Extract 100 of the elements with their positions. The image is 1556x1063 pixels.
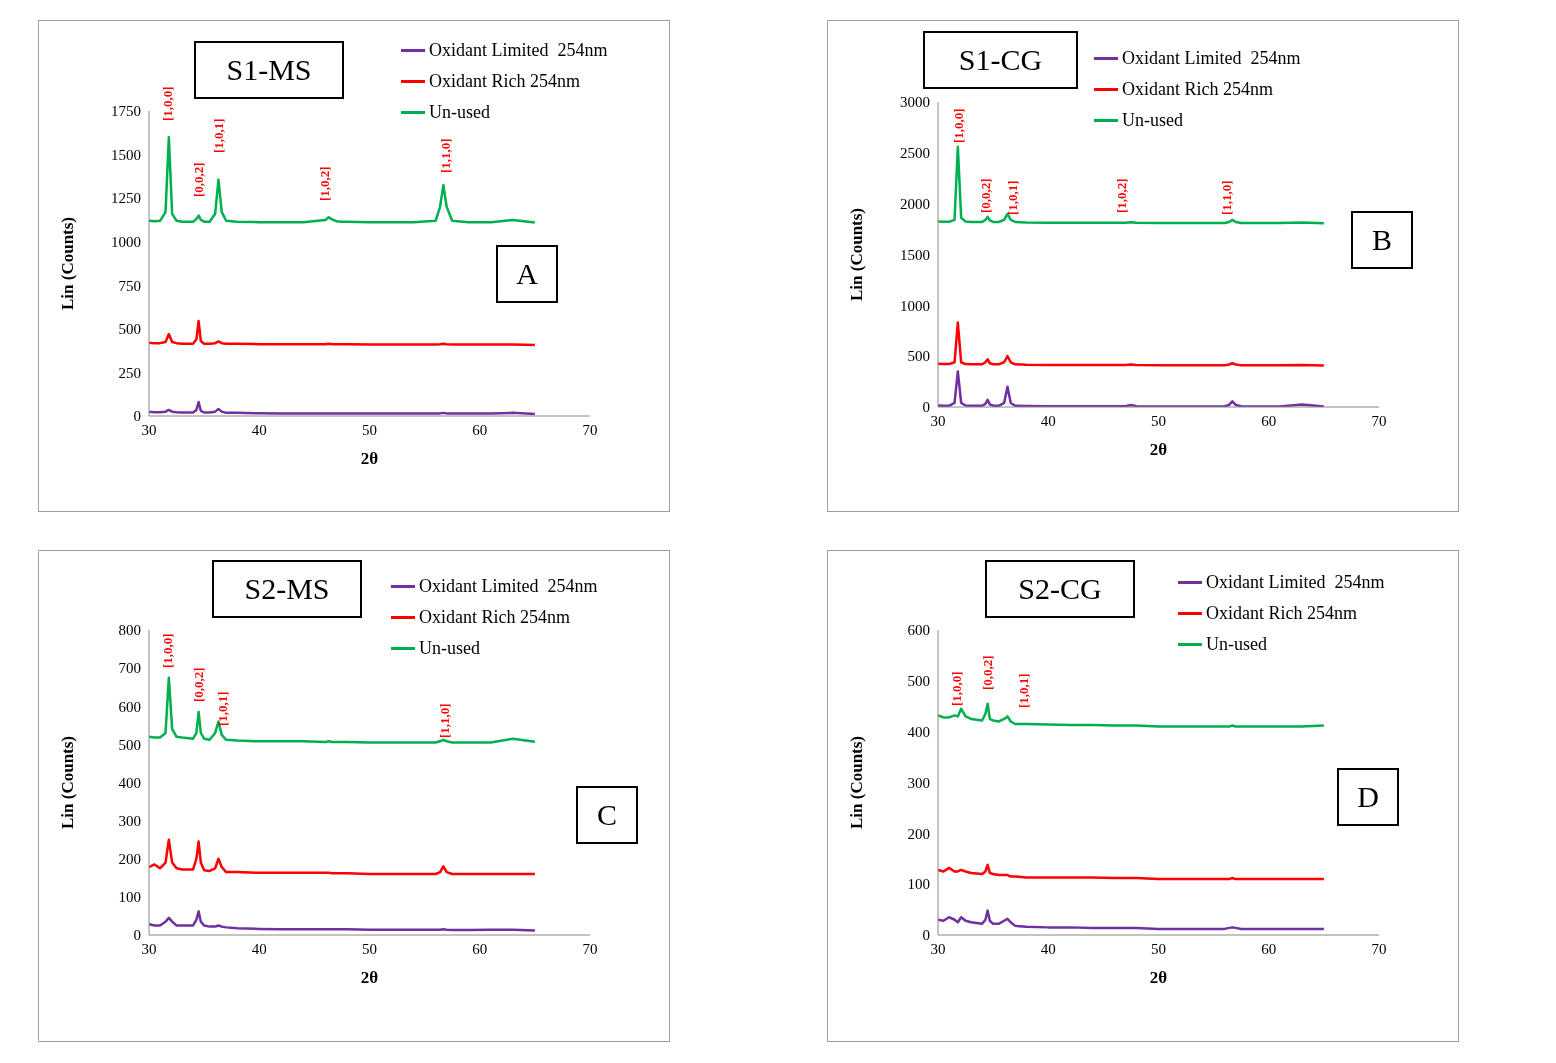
y-tick-label: 1500 [111,146,141,163]
line-series [149,838,537,876]
annotation: [1,0,0] [951,108,966,143]
y-tick-label: 1750 [111,103,141,120]
y-tick-label: 100 [118,889,141,906]
legend-label: Oxidant Limited 254nm [429,39,608,62]
x-tick-label: 60 [1261,412,1277,429]
x-tick-label: 50 [362,421,377,438]
chart-title: S2-MS [212,560,362,618]
y-tick-label: 2000 [900,195,930,212]
legend-label: Oxidant Limited 254nm [1122,47,1301,70]
y-tick-label: 1000 [900,297,930,314]
y-axis-title: Lin (Counts) [58,216,78,311]
legend-label: Oxidant Rich 254nm [1206,602,1357,625]
legend-label: Oxidant Limited 254nm [1206,571,1385,594]
y-tick-label: 3000 [900,94,930,111]
legend-label: Oxidant Rich 254nm [429,70,580,93]
annotation: D [1337,768,1399,826]
y-tick-label: 500 [907,348,930,365]
annotation: [1,0,2] [317,166,332,201]
y-tick-label: 500 [907,673,930,690]
y-tick-label: 300 [907,774,930,791]
annotation: [1,1,0] [438,138,453,173]
annotation: [0,0,2] [978,178,993,213]
chart-title: S1-CG [923,31,1078,89]
y-tick-label: 1250 [111,190,141,207]
annotation: [1,0,1] [215,691,230,726]
annotation: [1,0,1] [1005,180,1020,215]
y-tick-label: 1500 [900,246,930,263]
line-series [938,370,1326,407]
x-tick-label: 40 [251,421,267,438]
y-tick-label: 0 [922,927,930,944]
legend-label: Un-used [1206,633,1267,656]
y-tick-label: 2500 [900,145,930,162]
line-series [938,863,1326,881]
annotation: [0,0,2] [191,162,206,197]
x-axis-title: 2θ [1149,968,1168,987]
chart-title: S1-MS [194,41,344,99]
x-tick-label: 70 [1371,940,1387,957]
y-axis-title: Lin (Counts) [58,735,78,830]
x-tick-label: 30 [930,412,946,429]
line-series [938,321,1326,367]
y-tick-label: 700 [118,660,141,677]
annotation: [1,0,2] [1114,178,1129,213]
line-series [938,909,1326,931]
annotation: [1,1,0] [437,703,452,738]
y-tick-label: 400 [118,774,141,791]
y-tick-label: 400 [907,723,930,740]
legend-label: Oxidant Rich 254nm [419,606,570,629]
x-tick-label: 50 [1151,412,1166,429]
y-tick-label: 100 [907,876,930,893]
x-tick-label: 60 [472,421,488,438]
line-series [149,319,537,347]
y-tick-label: 750 [118,277,141,294]
x-tick-label: 40 [251,940,267,957]
x-axis-title: 2θ [360,968,379,987]
legend-label: Un-used [419,637,480,660]
x-tick-label: 40 [1040,940,1056,957]
x-tick-label: 40 [1040,412,1056,429]
y-tick-label: 0 [133,927,141,944]
y-tick-label: 250 [118,364,141,381]
x-tick-label: 70 [1371,412,1387,429]
annotation: [1,0,0] [160,86,175,121]
annotation: [0,0,2] [980,655,995,690]
annotation: A [496,245,558,303]
x-tick-label: 30 [141,421,157,438]
annotation: [0,0,2] [191,667,206,702]
annotation: [1,0,1] [1016,673,1031,708]
legend-label: Un-used [1122,109,1183,132]
y-tick-label: 500 [118,321,141,338]
text: C [576,786,638,844]
line-series [149,400,537,416]
chart-title: S2-CG [985,560,1135,618]
annotation: [1,0,0] [949,671,964,706]
y-tick-label: 200 [118,851,141,868]
legend-label: Oxidant Limited 254nm [419,575,598,598]
annotation: [1,0,1] [211,118,226,153]
y-tick-label: 600 [907,622,930,639]
annotation: [1,1,0] [1219,180,1234,215]
y-tick-label: 600 [118,698,141,715]
annotation: [1,0,0] [160,633,175,668]
x-tick-label: 30 [141,940,157,957]
x-tick-label: 50 [1151,940,1166,957]
line-series [149,910,537,932]
x-tick-label: 70 [582,421,598,438]
annotation: B [1351,211,1413,269]
x-tick-label: 30 [930,940,946,957]
y-axis-title: Lin (Counts) [847,735,867,830]
y-axis-title: Lin (Counts) [847,207,867,302]
x-axis-title: 2θ [1149,440,1168,459]
y-tick-label: 300 [118,812,141,829]
x-tick-label: 50 [362,940,377,957]
x-tick-label: 60 [472,940,488,957]
x-tick-label: 70 [582,940,598,957]
y-tick-label: 1000 [111,234,141,251]
y-tick-label: 800 [118,622,141,639]
x-axis-title: 2θ [360,449,379,468]
legend-label: Un-used [429,101,490,124]
y-tick-label: 500 [118,736,141,753]
x-tick-label: 60 [1261,940,1277,957]
